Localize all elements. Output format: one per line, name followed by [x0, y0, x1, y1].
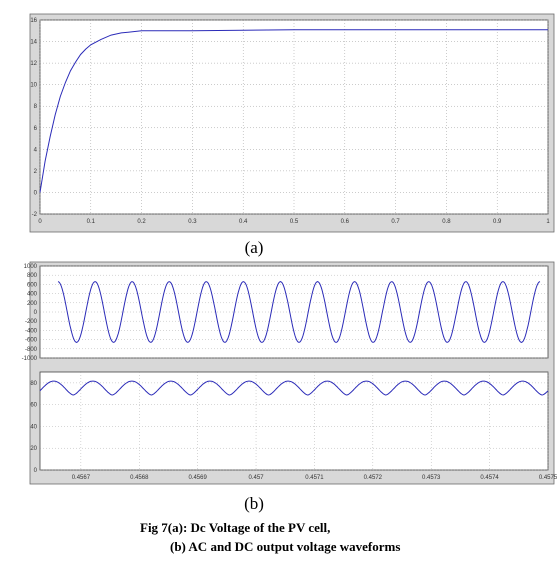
x-tick-label: 0.4568 — [130, 475, 149, 481]
y-tick-label: 2 — [34, 169, 38, 175]
x-tick-label: 0.4572 — [364, 475, 383, 481]
y-tick-label: -800 — [25, 347, 38, 353]
dc-voltage-line — [39, 29, 548, 193]
y-tick-label: -1000 — [22, 356, 38, 362]
x-tick-label: 0.4575 — [539, 475, 558, 481]
y-tick-label: 8 — [34, 104, 38, 110]
ac-voltage-line — [57, 281, 541, 343]
y-tick-label: 40 — [30, 424, 37, 430]
subfigure-label-a: (a) — [245, 238, 264, 257]
x-tick-label: 0.4573 — [422, 475, 441, 481]
figure-caption-line2: (b) AC and DC output voltage waveforms — [170, 539, 401, 554]
y-tick-label: 20 — [30, 446, 37, 452]
y-tick-label: -600 — [25, 338, 38, 344]
y-tick-label: 0 — [34, 190, 38, 196]
x-tick-label: 0.5 — [290, 219, 299, 225]
x-tick-label: 0 — [38, 219, 42, 225]
plot-area-dc — [39, 371, 549, 471]
x-tick-label: 0.4 — [239, 219, 248, 225]
y-tick-label: 14 — [30, 40, 37, 46]
x-tick-label: 1 — [546, 219, 550, 225]
y-tick-label: 80 — [30, 381, 37, 387]
y-tick-label: -400 — [25, 328, 38, 334]
x-tick-label: 0.9 — [493, 219, 502, 225]
y-tick-label: 16 — [30, 18, 37, 24]
plot-area-ac — [39, 265, 549, 359]
x-tick-label: 0.4569 — [188, 475, 207, 481]
y-tick-label: 400 — [27, 292, 38, 298]
y-tick-label: 60 — [30, 403, 37, 409]
x-tick-label: 0.2 — [137, 219, 146, 225]
y-tick-label: 600 — [27, 282, 38, 288]
x-tick-label: 0.7 — [391, 219, 400, 225]
x-tick-label: 0.4571 — [305, 475, 324, 481]
y-tick-label: 1000 — [24, 264, 38, 270]
x-tick-label: 0.8 — [442, 219, 451, 225]
dc-output-voltage-line — [39, 380, 549, 396]
y-tick-label: -200 — [25, 319, 38, 325]
y-tick-label: -2 — [32, 212, 38, 218]
y-tick-label: 0 — [34, 310, 38, 316]
y-tick-label: 10 — [30, 83, 37, 89]
x-tick-label: 0.1 — [87, 219, 96, 225]
x-tick-label: 0.4567 — [72, 475, 91, 481]
chart-b: 10008006004002000-200-400-600-800-100080… — [22, 261, 558, 485]
y-tick-label: 6 — [34, 126, 38, 132]
x-tick-label: 0.6 — [341, 219, 350, 225]
y-tick-label: 4 — [34, 147, 38, 153]
x-tick-label: 0.3 — [188, 219, 197, 225]
x-tick-label: 0.4574 — [480, 475, 499, 481]
figure-caption-line1: Fig 7(a): Dc Voltage of the PV cell, — [140, 520, 331, 535]
plot-area-a — [39, 19, 549, 215]
x-tick-label: 0.457 — [249, 475, 265, 481]
y-tick-label: 200 — [27, 301, 38, 307]
y-tick-label: 0 — [34, 468, 38, 474]
subfigure-label-b: (b) — [244, 494, 264, 513]
chart-a: 0 0.1 0.2 0.3 0.4 0.5 0.6 0.7 0.8 0.9 1-2024681012… — [29, 13, 555, 233]
y-tick-label: 800 — [27, 273, 38, 279]
y-tick-label: 12 — [30, 61, 37, 67]
